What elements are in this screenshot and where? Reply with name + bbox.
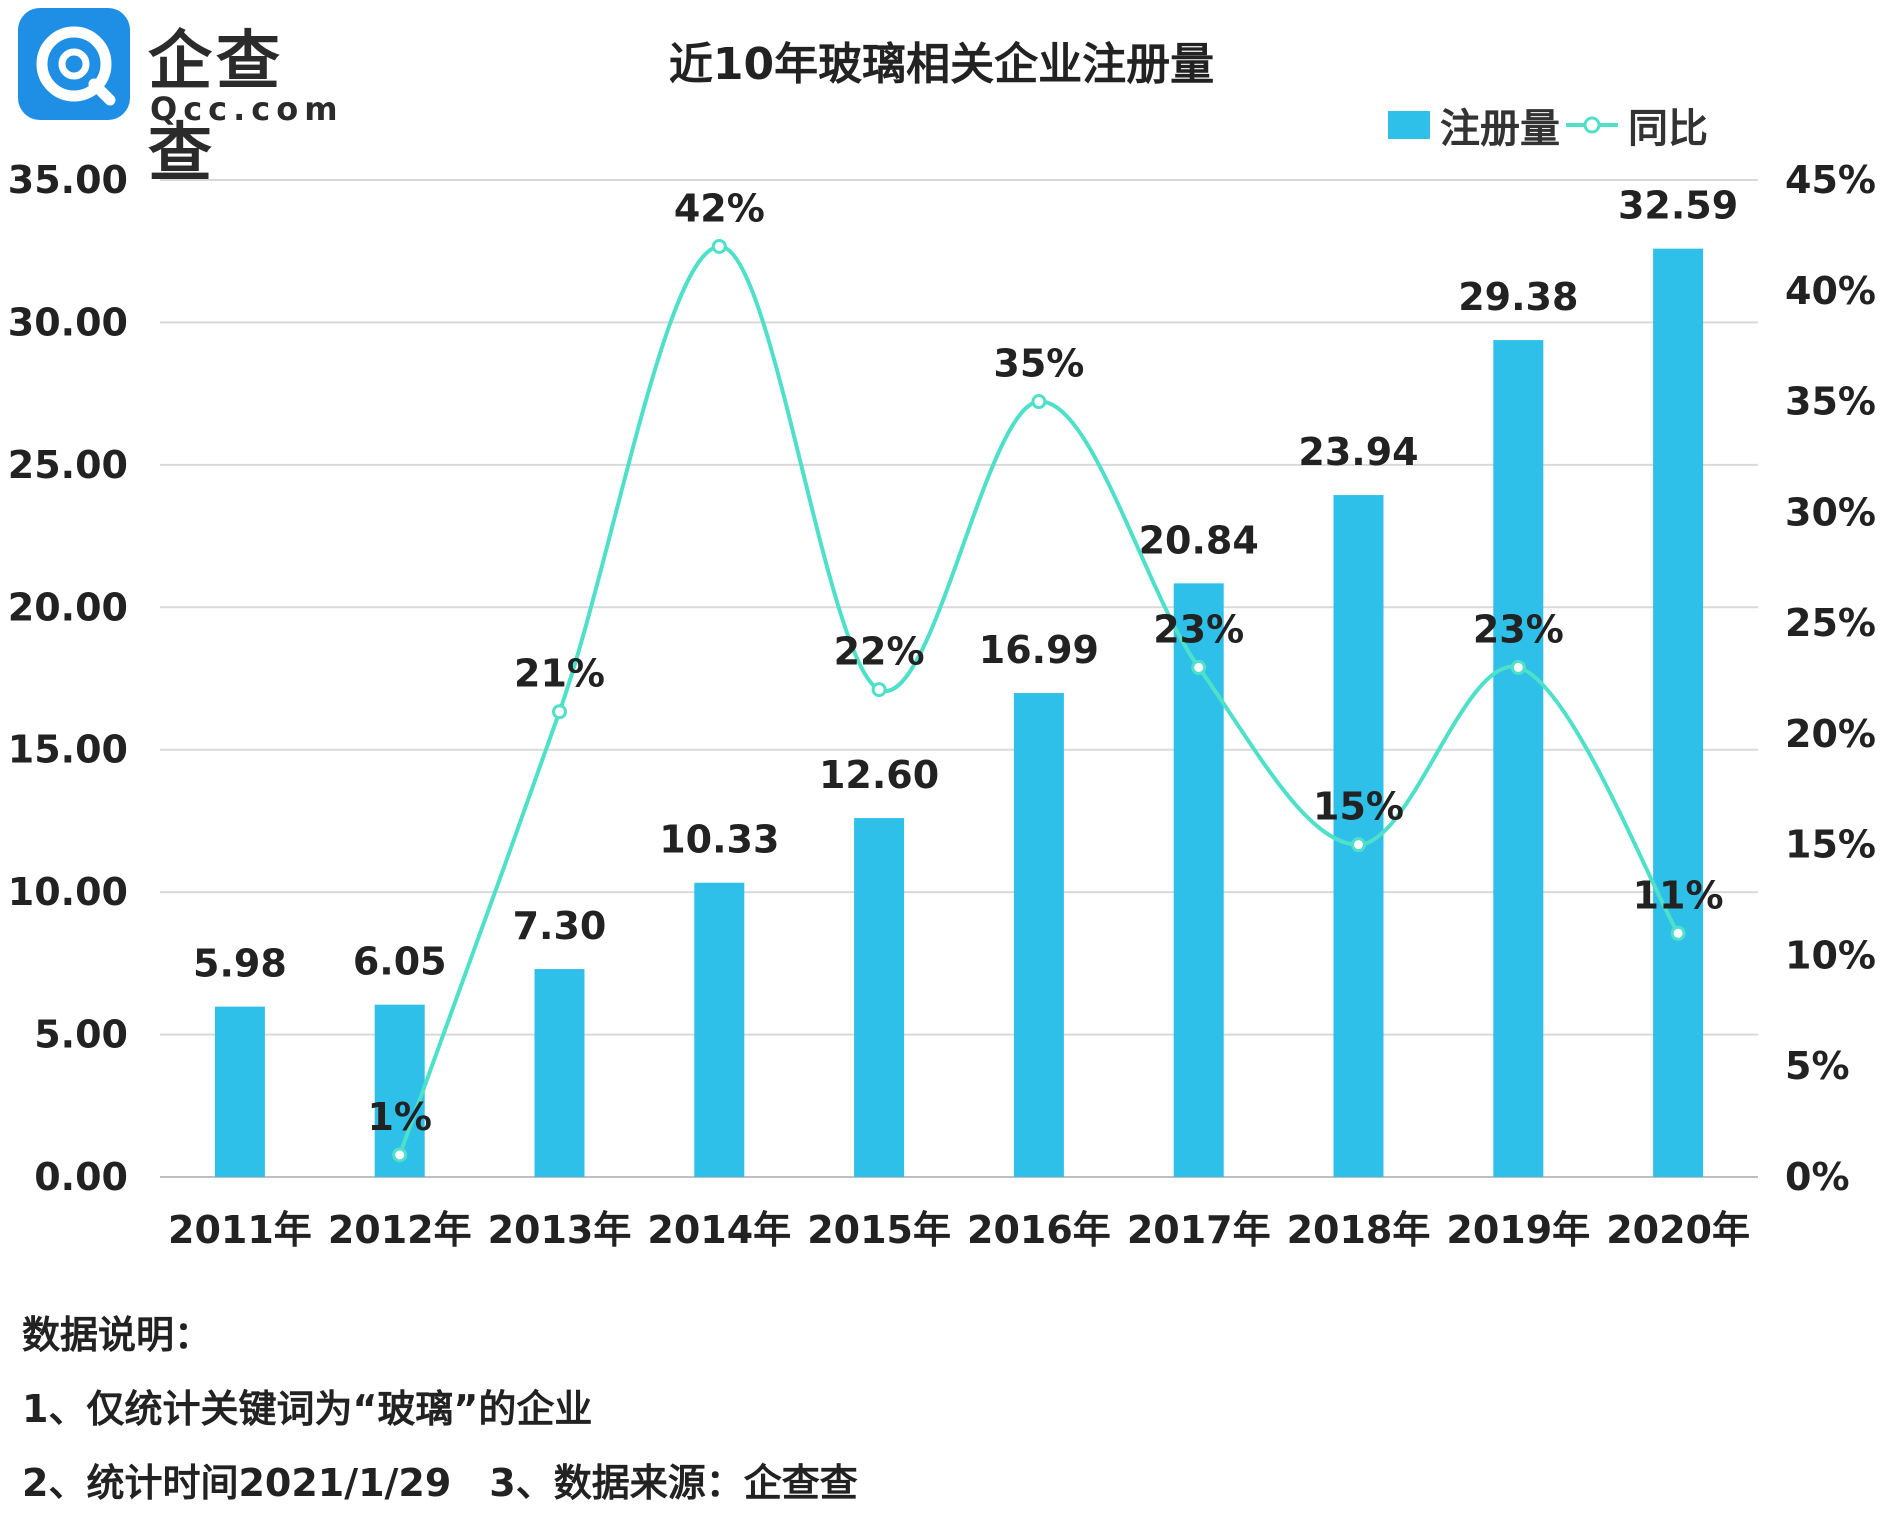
y2-tick-label: 5% [1785, 1044, 1850, 1088]
y-tick-label: 30.00 [8, 300, 128, 344]
note-1: 1、仅统计关键词为“玻璃”的企业 [22, 1387, 593, 1431]
legend-line-icon [1566, 116, 1618, 134]
x-tick-label: 2015年 [807, 1208, 951, 1252]
yoy-point [1670, 925, 1686, 941]
y-tick-label: 35.00 [8, 158, 128, 202]
y-tick-label: 25.00 [8, 443, 128, 487]
legend-bar-label: 注册量 [1440, 106, 1560, 152]
yoy-value-label: 35% [993, 342, 1084, 386]
x-tick-label: 2020年 [1606, 1208, 1750, 1252]
bar [1493, 340, 1544, 1177]
bar-value-label: 6.05 [353, 940, 447, 984]
x-tick-label: 2012年 [328, 1208, 472, 1252]
y2-tick-label: 10% [1785, 933, 1876, 977]
y2-tick-label: 45% [1785, 158, 1876, 202]
logo-badge-icon [18, 8, 130, 120]
y2-tick-label: 30% [1785, 490, 1876, 534]
bar [854, 818, 905, 1177]
y2-tick-label: 0% [1785, 1155, 1850, 1199]
legend-line-label: 同比 [1628, 106, 1708, 152]
yoy-point [552, 704, 567, 720]
yoy-point [1510, 659, 1526, 675]
bar-value-label: 5.98 [193, 942, 287, 986]
y2-tick-label: 40% [1785, 269, 1876, 313]
y-tick-label: 5.00 [34, 1013, 128, 1057]
bar [534, 969, 585, 1177]
yoy-point [871, 682, 887, 698]
notes: 数据说明： 1、仅统计关键词为“玻璃”的企业 2、统计时间2021/1/29 3… [22, 1298, 858, 1520]
yoy-value-label: 22% [834, 630, 925, 674]
yoy-value-label: 21% [514, 652, 605, 696]
note-2: 2、统计时间2021/1/29 3、数据来源：企查查 [22, 1461, 858, 1505]
logo: 企查查 Qcc.com [18, 8, 348, 191]
bar-value-label: 12.60 [819, 753, 939, 797]
yoy-point [711, 238, 727, 254]
x-tick-label: 2011年 [168, 1208, 312, 1252]
y-tick-label: 20.00 [8, 585, 128, 629]
bar [694, 882, 745, 1177]
x-tick-label: 2016年 [967, 1208, 1111, 1252]
bar [1173, 583, 1224, 1177]
yoy-point [1191, 659, 1207, 675]
yoy-value-label: 11% [1633, 873, 1724, 917]
bar-value-label: 7.30 [513, 904, 607, 948]
y2-tick-label: 25% [1785, 601, 1876, 645]
yoy-point [392, 1147, 408, 1163]
legend: 注册量 同比 [1388, 96, 1708, 154]
y-tick-label: 15.00 [8, 728, 128, 772]
x-tick-label: 2013年 [488, 1208, 632, 1252]
yoy-line [397, 244, 1680, 1156]
bar-value-label: 20.84 [1139, 518, 1259, 562]
yoy-value-label: 23% [1153, 607, 1244, 651]
bar-value-label: 16.99 [979, 628, 1099, 672]
yoy-value-label: 1% [367, 1095, 432, 1139]
bar [1333, 495, 1384, 1177]
y2-tick-label: 20% [1785, 712, 1876, 756]
x-tick-label: 2018年 [1287, 1208, 1431, 1252]
x-tick-label: 2014年 [647, 1208, 791, 1252]
y-tick-label: 0.00 [34, 1155, 128, 1199]
yoy-point [1031, 394, 1047, 410]
bar [1013, 693, 1064, 1177]
yoy-point [1351, 837, 1366, 853]
yoy-value-label: 23% [1473, 607, 1564, 651]
y2-tick-label: 35% [1785, 380, 1876, 424]
chart-title: 近10年玻璃相关企业注册量 [668, 39, 1215, 90]
notes-heading: 数据说明： [22, 1313, 213, 1357]
bar [214, 1006, 265, 1177]
bar-value-label: 23.94 [1298, 430, 1418, 474]
y2-tick-label: 15% [1785, 823, 1876, 867]
bar-value-label: 32.59 [1618, 184, 1738, 228]
yoy-value-label: 42% [674, 186, 765, 230]
logo-name: 企查查 [148, 25, 284, 191]
bar-value-label: 10.33 [659, 818, 779, 862]
bar-value-label: 29.38 [1458, 275, 1578, 319]
x-tick-label: 2017年 [1127, 1208, 1271, 1252]
yoy-value-label: 15% [1313, 785, 1404, 829]
legend-bar-swatch [1388, 111, 1430, 139]
y-tick-label: 10.00 [8, 870, 128, 914]
bar [1653, 248, 1704, 1177]
logo-url: Qcc.com [150, 90, 344, 128]
x-tick-label: 2019年 [1446, 1208, 1590, 1252]
